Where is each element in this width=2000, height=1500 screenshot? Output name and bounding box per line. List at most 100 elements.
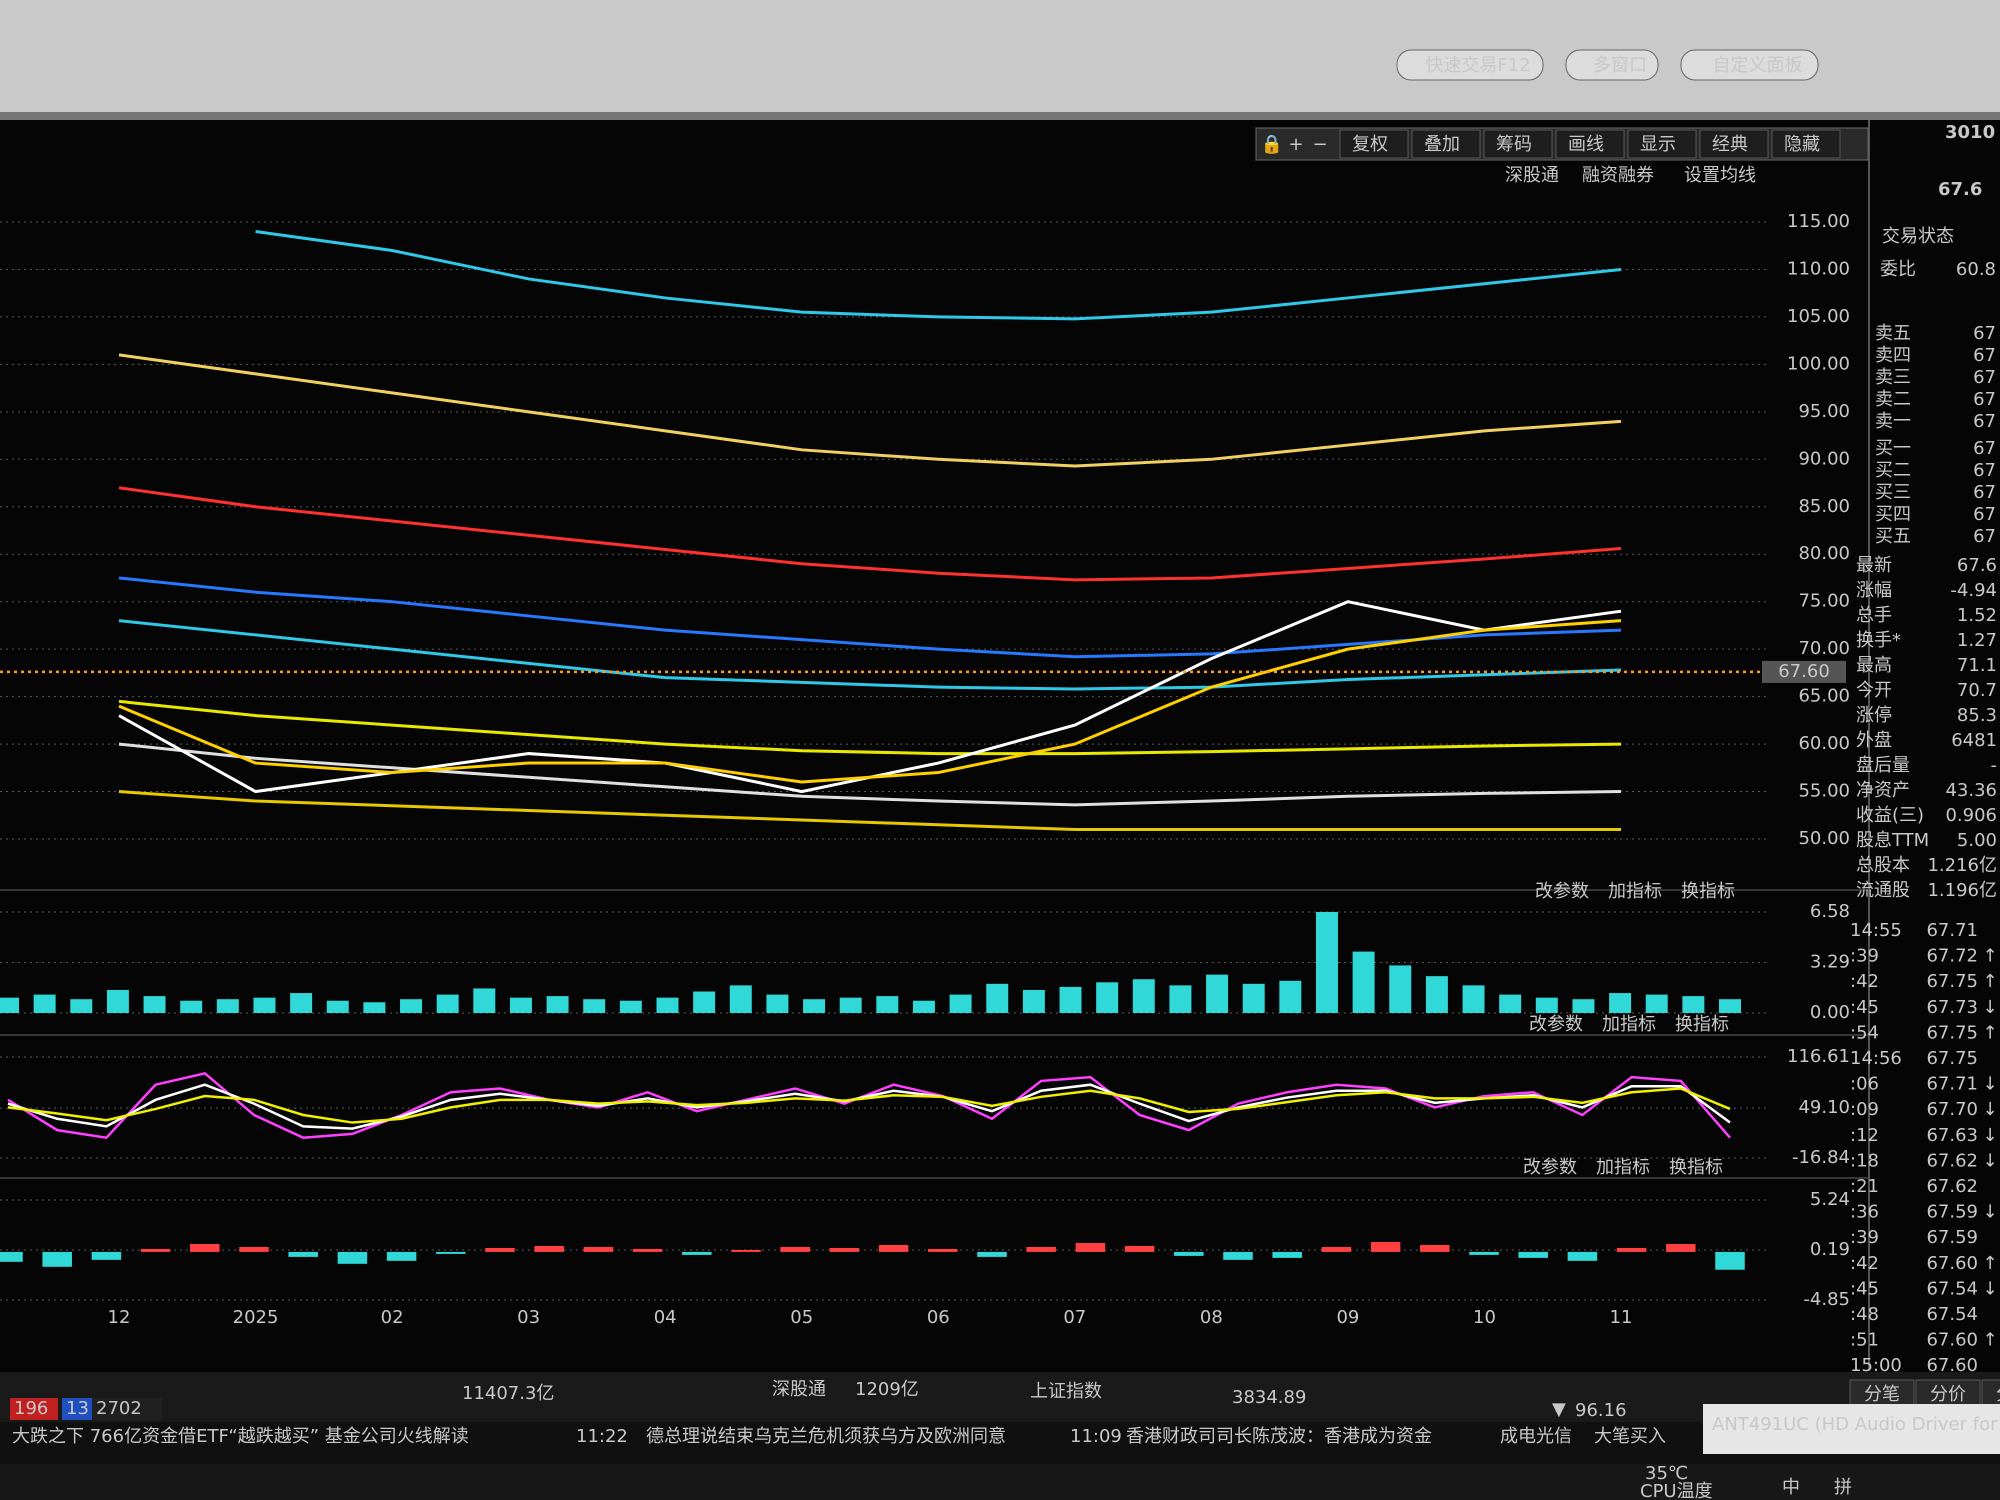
- stat-label: 收益(三): [1856, 805, 1924, 826]
- bar: [1719, 999, 1741, 1013]
- tick-arrow: ↑: [1982, 1330, 1997, 1351]
- index-value: 3834.89: [1232, 1387, 1306, 1408]
- x-tick-label: 09: [1336, 1307, 1359, 1328]
- y-tick-label: 6.58: [1810, 901, 1850, 922]
- x-tick-label: 2025: [233, 1307, 279, 1328]
- tick-time: :54: [1850, 1022, 1879, 1043]
- indicator-button[interactable]: 加指标: [1602, 1014, 1656, 1035]
- indicator-button[interactable]: 改参数: [1529, 1014, 1583, 1035]
- x-tick-label: 11: [1610, 1307, 1633, 1328]
- bar: [803, 999, 826, 1013]
- taskbar-ime[interactable]: 拼: [1834, 1477, 1852, 1498]
- tick-price: 67.62: [1926, 1176, 1978, 1197]
- bar: [436, 1251, 466, 1254]
- stat-value: 43.36: [1945, 780, 1997, 801]
- toolbar-link[interactable]: 融资融券: [1582, 165, 1654, 186]
- bar: [729, 985, 752, 1013]
- toolbar-link[interactable]: 深股通: [1505, 165, 1559, 186]
- book-value: 67: [1973, 526, 1996, 547]
- tick-price: 67.73: [1926, 997, 1978, 1018]
- tool-button-label[interactable]: 叠加: [1424, 134, 1460, 155]
- tick-time: :45: [1850, 997, 1879, 1018]
- y-tick-label: 0.19: [1810, 1239, 1850, 1260]
- x-tick-label: 08: [1200, 1307, 1223, 1328]
- count-box: [92, 1398, 162, 1420]
- taskbar-ime[interactable]: 中: [1782, 1477, 1800, 1498]
- bar: [1572, 999, 1595, 1013]
- tool-button[interactable]: [1339, 129, 1409, 159]
- notification: [1703, 1404, 2000, 1454]
- x-tick-label: 02: [381, 1307, 404, 1328]
- tool-icon[interactable]: 🔒: [1261, 134, 1283, 155]
- indicator-button[interactable]: 加指标: [1608, 881, 1662, 902]
- bar: [253, 997, 276, 1013]
- x-tick-label: 05: [790, 1307, 813, 1328]
- bar: [1420, 1244, 1450, 1252]
- tool-button[interactable]: [1771, 129, 1841, 159]
- tool-button[interactable]: [1411, 129, 1481, 159]
- tick-price: 67.62: [1926, 1150, 1978, 1171]
- y-tick-label: 80.00: [1798, 543, 1850, 564]
- tool-icon[interactable]: +: [1288, 134, 1303, 155]
- y-tick-label: -4.85: [1803, 1289, 1850, 1310]
- tool-button-label[interactable]: 画线: [1568, 134, 1604, 155]
- bar: [1425, 976, 1448, 1013]
- bar: [1352, 951, 1375, 1013]
- stat-value: 1.52: [1957, 605, 1997, 626]
- indicator-button[interactable]: 换指标: [1681, 881, 1735, 902]
- bar: [1124, 1245, 1155, 1252]
- indicator-button[interactable]: 换指标: [1669, 1157, 1723, 1178]
- tab[interactable]: [1981, 1379, 2000, 1411]
- indicator-button[interactable]: 改参数: [1535, 881, 1589, 902]
- top-button[interactable]: [1680, 49, 1819, 81]
- news-item: 成电光信: [1500, 1426, 1572, 1447]
- tab-label[interactable]: 分笔: [1864, 1384, 1900, 1405]
- series-line: [7, 1072, 1731, 1140]
- tool-button[interactable]: [1555, 129, 1625, 159]
- tab-label[interactable]: 分价: [1930, 1384, 1966, 1405]
- x-tick-label: 04: [654, 1307, 677, 1328]
- tick-time: :06: [1850, 1074, 1879, 1095]
- tool-button-label[interactable]: 复权: [1352, 134, 1388, 155]
- tick-price: 67.75: [1926, 1048, 1978, 1069]
- series-line: [118, 742, 1622, 807]
- y-tick-label: 100.00: [1787, 353, 1850, 374]
- book-label: 卖一: [1875, 411, 1911, 432]
- tool-button-label[interactable]: 隐藏: [1784, 134, 1820, 155]
- y-tick-label: 5.24: [1810, 1189, 1850, 1210]
- tool-icon[interactable]: −: [1312, 134, 1327, 155]
- indicator-button[interactable]: 换指标: [1675, 1014, 1729, 1035]
- tool-button[interactable]: [1627, 129, 1697, 159]
- turnover: 11407.3亿: [462, 1383, 554, 1404]
- bar: [1279, 980, 1302, 1013]
- bar: [1272, 1251, 1302, 1258]
- bar: [485, 1247, 515, 1252]
- bar: [91, 1251, 122, 1260]
- notification-text: ANT491UC (HD Audio Driver for Display: [1712, 1414, 2000, 1435]
- tick-arrow: ↓: [1982, 1125, 1997, 1146]
- tool-button-label[interactable]: 经典: [1712, 134, 1748, 155]
- tool-button[interactable]: [1699, 129, 1769, 159]
- toolbar-link[interactable]: 设置均线: [1684, 165, 1756, 186]
- news-item: 11:22: [576, 1426, 628, 1447]
- tool-button-label[interactable]: 显示: [1640, 134, 1676, 155]
- series-line: [118, 790, 1621, 832]
- stat-label: 总股本: [1856, 855, 1910, 876]
- indicator-button[interactable]: 加指标: [1596, 1157, 1650, 1178]
- tick-time: 15:00: [1850, 1355, 1902, 1376]
- tool-button[interactable]: [1483, 129, 1553, 159]
- stock-code: 3010: [1945, 122, 1995, 143]
- bar: [1174, 1251, 1204, 1256]
- stock-price: 67.6: [1938, 179, 1982, 200]
- tab-label[interactable]: 分时: [1996, 1384, 2000, 1405]
- tick-price: 67.54: [1926, 1304, 1978, 1325]
- stat-label: 涨幅: [1856, 580, 1892, 601]
- x-tick-label: 07: [1063, 1307, 1086, 1328]
- indicator-button[interactable]: 改参数: [1523, 1157, 1577, 1178]
- top-button[interactable]: [1565, 49, 1659, 81]
- tool-button-label[interactable]: 筹码: [1496, 134, 1532, 155]
- bar: [656, 997, 679, 1013]
- bar: [290, 993, 313, 1013]
- top-button[interactable]: [1396, 49, 1544, 81]
